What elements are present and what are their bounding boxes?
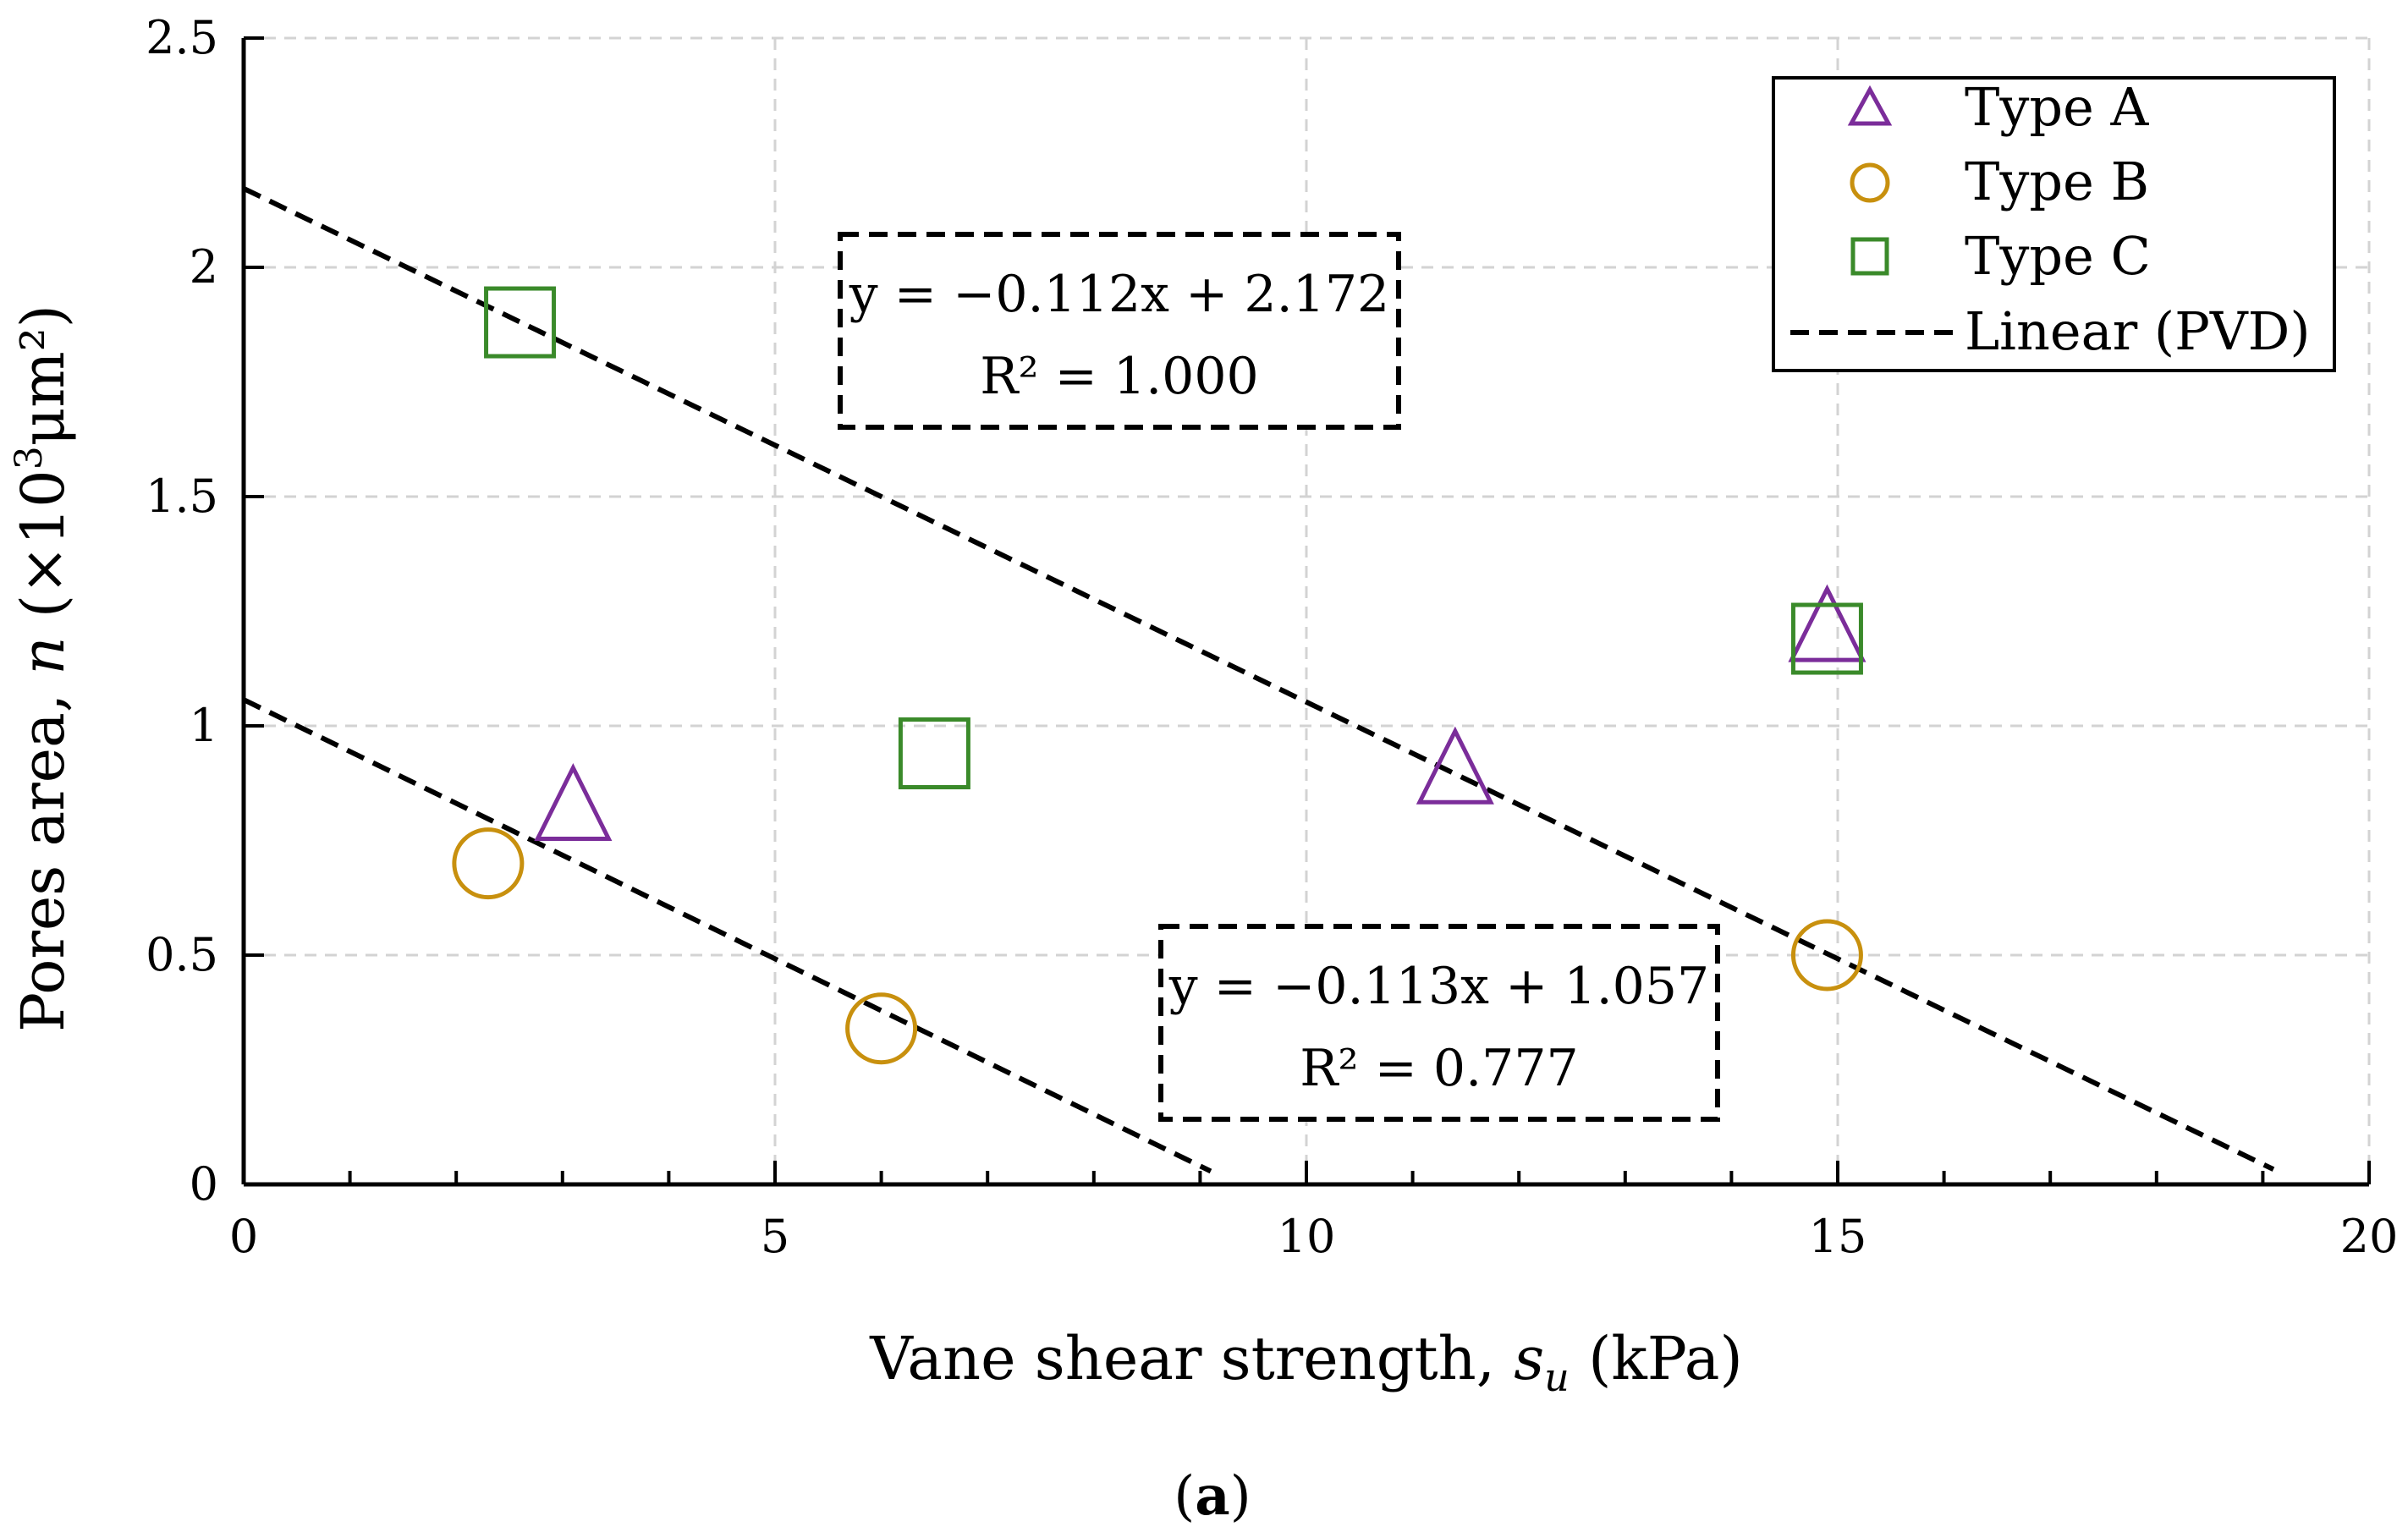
legend-triangle-icon	[1847, 85, 1893, 126]
equation-upper-text: y = −0.112x + 2.172	[849, 265, 1389, 324]
x-tick-label: 10	[1278, 1210, 1336, 1263]
legend-label-type-b: Type B	[1965, 151, 2149, 212]
data-point-type-a	[1416, 726, 1494, 805]
y-axis-title-symbol: n	[8, 637, 78, 675]
data-point-type-a	[534, 762, 613, 842]
x-axis-title-prefix: Vane shear strength,	[869, 1324, 1514, 1393]
data-points	[452, 286, 1866, 1065]
axes	[241, 36, 2371, 1187]
data-point-type-b	[845, 992, 918, 1065]
data-point-type-c	[484, 286, 557, 359]
x-axis-title-symbol: s	[1514, 1324, 1544, 1393]
equation-lower-r2: R² = 0.777	[1300, 1039, 1578, 1098]
y-axis-title-unit-a: (×10	[8, 470, 78, 636]
data-point-type-c	[1790, 602, 1863, 675]
trendlines	[242, 186, 2275, 1174]
equation-lower-text: y = −0.113x + 1.057	[1168, 957, 1709, 1016]
legend-label-type-c: Type C	[1965, 225, 2151, 287]
trendline-1	[242, 697, 1212, 1174]
legend-label-type-a: Type A	[1965, 76, 2149, 138]
trendline-0	[242, 186, 2275, 1172]
tick-labels: 0 5 10 15 20 0 0.5 1 1.5 2 2.5	[146, 11, 2398, 1263]
data-point-type-a	[1788, 584, 1866, 662]
equation-box-lower: y = −0.113x + 1.057 R² = 0.777	[1158, 924, 1720, 1122]
equation-upper-r2: R² = 1.000	[980, 347, 1258, 406]
y-tick-label: 0	[190, 1157, 218, 1211]
caption-close: )	[1230, 1465, 1251, 1527]
y-tick-label: 2.5	[146, 11, 218, 64]
x-tick-label: 0	[229, 1210, 258, 1263]
equation-box-lower-frame	[1158, 924, 1720, 1122]
figure-caption: (a)	[1174, 1464, 1251, 1527]
x-axis-title-suffix: (kPa)	[1570, 1324, 1743, 1393]
x-axis-title: Vane shear strength, su (kPa)	[869, 1324, 1743, 1400]
equation-box-upper-frame	[838, 232, 1401, 430]
data-point-type-c	[898, 717, 970, 790]
y-tick-label: 0.5	[146, 928, 218, 981]
x-tick-label: 20	[2340, 1210, 2399, 1263]
legend: Type A Type B Type C Linear (PVD)	[1772, 76, 2336, 372]
data-point-type-b	[1790, 919, 1863, 991]
legend-circle-icon	[1850, 162, 1890, 203]
legend-label-linear: Linear (PVD)	[1965, 300, 2311, 362]
legend-frame	[1772, 76, 2336, 372]
legend-square-icon	[1850, 237, 1889, 276]
y-axis-title: Pores area, n (×103μm²)	[8, 305, 78, 1032]
caption-letter: a	[1195, 1464, 1229, 1527]
equation-box-upper: y = −0.112x + 2.172 R² = 1.000	[838, 232, 1401, 430]
y-tick-label: 1.5	[146, 470, 218, 523]
y-axis-title-prefix: Pores area,	[8, 675, 78, 1032]
data-point-type-b	[452, 827, 525, 900]
x-tick-label: 5	[761, 1210, 789, 1263]
x-axis-title-sub: u	[1544, 1354, 1570, 1400]
y-tick-label: 2	[190, 240, 218, 294]
y-tick-label: 1	[190, 699, 218, 752]
x-tick-label: 15	[1809, 1210, 1867, 1263]
y-axis-title-sup: 3	[8, 446, 51, 470]
caption-open: (	[1174, 1465, 1195, 1527]
y-axis-title-unit-b: μm²)	[8, 305, 78, 446]
